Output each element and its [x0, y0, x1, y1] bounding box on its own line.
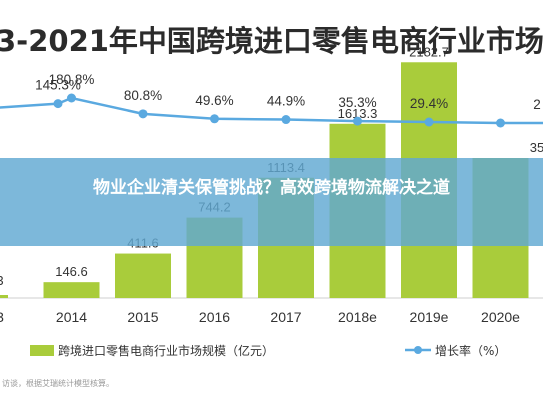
- growth-label-2017: 44.9%: [267, 94, 305, 109]
- x-tick-2020e: 2020e: [481, 309, 520, 325]
- bar-2014: [43, 282, 100, 298]
- legend-swatch-marker: [414, 346, 422, 354]
- bar-label-3: 3: [0, 273, 4, 288]
- line-layer: 145.3%180.8% 80.8% 49.6% 44.9% 35.3% 29.4% 2: [0, 72, 543, 128]
- growth-label-2019e: 29.4%: [410, 96, 448, 111]
- bar-label-2018e: 1613.3: [338, 106, 378, 121]
- growth-point-2016: [210, 114, 219, 124]
- growth-point-3: [53, 99, 63, 109]
- growth-point-2015: [138, 109, 148, 119]
- bar-label-2020e: 35: [530, 140, 543, 155]
- bar-2015: [115, 253, 171, 298]
- growth-label-2020e: 2: [533, 97, 541, 112]
- growth-label-2016: 49.6%: [195, 93, 233, 108]
- growth-point-2019e: [424, 117, 434, 127]
- growth-label-2014: 180.8%: [49, 72, 95, 87]
- x-tick-labels: 3 2014 2015 2016 2017 2018e 2019e 2020e: [0, 309, 520, 325]
- growth-point-2014: [67, 93, 76, 103]
- x-tick-2019e: 2019e: [410, 309, 449, 325]
- legend: 跨境进口零售电商行业市场规模（亿元） 增长率（%）: [30, 343, 506, 358]
- growth-point-2020e: [496, 118, 505, 128]
- x-tick-2015: 2015: [127, 309, 158, 325]
- x-tick-2016: 2016: [199, 309, 230, 325]
- bar-label-2019e: 2182.7: [409, 44, 449, 59]
- legend-label-bar: 跨境进口零售电商行业市场规模（亿元）: [58, 343, 274, 358]
- headline-overlay: [0, 158, 543, 246]
- chart-title: 3-2021年中国跨境进口零售电商行业市场: [0, 24, 543, 58]
- growth-label-2015: 80.8%: [124, 88, 162, 103]
- headline-text[interactable]: 物业企业清关保管挑战？高效跨境物流解决之道: [93, 178, 450, 198]
- growth-label-3: 145.3%: [35, 78, 81, 93]
- growth-label-2018e: 35.3%: [338, 95, 376, 110]
- growth-point-2017: [281, 115, 291, 125]
- bar-3: [0, 295, 8, 298]
- x-tick-2017: 2017: [270, 309, 301, 325]
- x-tick-3: 3: [0, 309, 4, 325]
- growth-point-2018e: [353, 116, 362, 126]
- x-tick-2018e: 2018e: [338, 309, 377, 325]
- x-tick-2014: 2014: [56, 309, 87, 325]
- legend-swatch-bar: [30, 345, 54, 356]
- bar-label-2014: 146.6: [55, 264, 88, 279]
- legend-label-line: 增长率（%）: [435, 343, 506, 358]
- source-note: 访谈，根据艾瑞统计模型核算。: [2, 378, 114, 388]
- growth-line: [0, 96, 543, 125]
